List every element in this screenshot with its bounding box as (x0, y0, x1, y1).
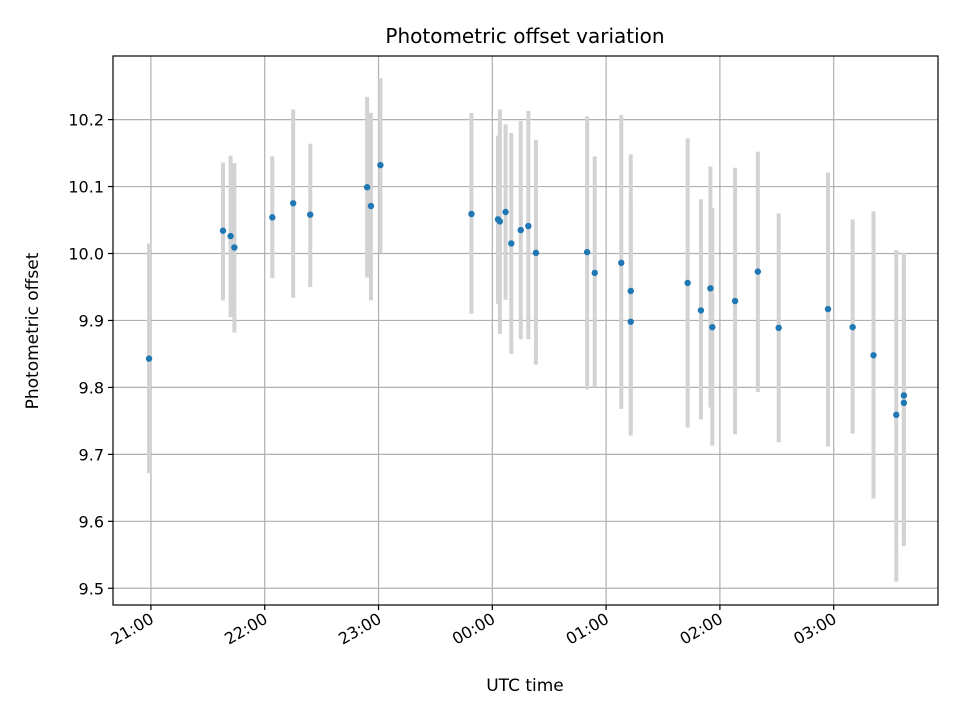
y-tick-label: 10.2 (68, 111, 104, 130)
plot-frame (112, 55, 939, 606)
data-point (775, 324, 782, 332)
chart-title: Photometric offset variation (385, 24, 664, 48)
data-point (627, 287, 634, 295)
y-tick-label: 10.1 (68, 178, 104, 197)
data-point (227, 232, 234, 240)
data-point (377, 161, 384, 169)
data-point (824, 305, 832, 313)
data-point (893, 411, 900, 419)
data-point (289, 200, 297, 207)
data-point (754, 268, 762, 275)
y-tick-label: 9.5 (79, 579, 104, 598)
data-point (900, 399, 908, 407)
y-tick-label: 9.8 (79, 378, 104, 397)
data-point (363, 184, 371, 191)
data-points (145, 161, 908, 419)
grid-lines (113, 56, 938, 605)
data-point (900, 392, 908, 399)
y-tick-label: 9.7 (79, 445, 104, 464)
y-tick-label: 10.0 (68, 245, 104, 264)
data-point (707, 285, 714, 292)
data-point (618, 259, 625, 267)
data-point (532, 249, 540, 257)
y-tick-label: 9.9 (79, 311, 104, 330)
data-point (219, 227, 227, 234)
data-point (496, 218, 504, 225)
data-point (870, 352, 877, 359)
data-point (145, 355, 153, 362)
data-point (591, 269, 598, 277)
data-point (517, 226, 524, 234)
y-axis-label: Photometric offset (23, 252, 43, 409)
data-point (502, 208, 509, 216)
x-axis-label: UTC time (486, 676, 564, 696)
data-point (468, 210, 475, 218)
data-point (307, 211, 314, 218)
data-point (697, 307, 705, 314)
data-point (508, 240, 515, 247)
data-point (367, 202, 375, 210)
data-point (583, 248, 591, 256)
data-point (684, 279, 691, 287)
data-point (709, 323, 716, 331)
data-point (627, 318, 634, 325)
y-axis-ticks: 9.5 9.6 9.7 9.8 9.9 10.0 10.1 10.2 (68, 111, 113, 598)
data-point (849, 323, 856, 331)
data-point (525, 222, 532, 230)
data-point (231, 244, 238, 251)
data-point (731, 297, 739, 305)
y-tick-label: 9.6 (79, 512, 104, 531)
data-point (269, 214, 276, 221)
